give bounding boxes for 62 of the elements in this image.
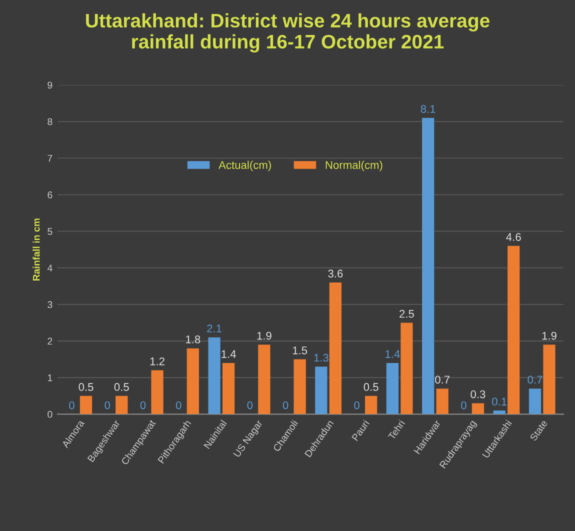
- bar: [386, 362, 399, 414]
- legend-label: Normal(cm): [326, 160, 382, 172]
- y-tick-label: 1: [48, 374, 52, 382]
- data-label: 0.7: [435, 376, 450, 384]
- data-label: 0: [69, 401, 74, 410]
- data-label: 0: [104, 401, 110, 410]
- y-tick-label: 5: [48, 228, 52, 235]
- y-tick-label: 3: [48, 301, 52, 308]
- chart-title: Uttarakhand: District wise 24 hours average rainfall during 16-17 October 2021: [86, 13, 490, 53]
- bar: [422, 118, 434, 414]
- y-axis-title: Rainfall in cm: [32, 218, 40, 281]
- data-label: 1.4: [222, 350, 236, 358]
- data-label: 0.5: [364, 383, 378, 391]
- data-label: 3.6: [328, 270, 343, 278]
- data-label: 4.6: [506, 233, 521, 241]
- bar: [315, 366, 328, 414]
- y-tick-label: 4: [47, 264, 52, 272]
- data-label: 0.5: [78, 383, 94, 391]
- bar: [222, 362, 235, 414]
- legend-label: Actual(cm): [218, 160, 271, 172]
- bar: [80, 396, 92, 414]
- bar: [400, 322, 413, 414]
- data-label: 0: [176, 401, 182, 410]
- data-label: 0.7: [528, 376, 542, 384]
- data-label: 8.1: [420, 105, 436, 113]
- y-tick-label: 6: [48, 191, 52, 198]
- data-label: 2.1: [207, 324, 222, 332]
- data-label: 1.9: [257, 332, 272, 340]
- bar: [472, 403, 484, 414]
- data-label: 1.9: [542, 332, 556, 340]
- bar: [329, 282, 342, 414]
- y-tick-label: 0: [48, 410, 52, 418]
- bar: [543, 344, 556, 414]
- bar: [151, 370, 164, 414]
- bar: [116, 396, 128, 414]
- bar: [258, 344, 270, 414]
- bar: [508, 246, 520, 414]
- data-label: 0: [140, 401, 146, 410]
- data-label: 1.2: [150, 357, 164, 366]
- data-label: 1.3: [314, 354, 328, 362]
- data-label: 1.4: [386, 350, 400, 358]
- bar: [493, 410, 506, 414]
- y-tick-label: 2: [48, 338, 52, 345]
- data-label: 0: [247, 401, 253, 410]
- bar: [365, 396, 378, 414]
- data-label: 0: [282, 401, 288, 410]
- bar: [436, 388, 448, 414]
- data-label: 0.5: [114, 383, 129, 391]
- data-label: 0: [461, 401, 466, 410]
- data-label: 0: [354, 401, 360, 410]
- data-label: 1.8: [186, 335, 200, 344]
- data-label: 0.1: [492, 398, 507, 406]
- data-label: 0.3: [470, 390, 486, 398]
- data-label: 1.5: [292, 346, 308, 354]
- data-label: 2.5: [400, 310, 414, 318]
- y-tick-label: 9: [48, 82, 52, 89]
- bar: [294, 359, 306, 414]
- y-tick-label: 7: [48, 154, 52, 162]
- bar: [186, 348, 199, 414]
- bar: [208, 337, 220, 414]
- y-tick-label: 8: [48, 118, 52, 126]
- bar: [528, 388, 542, 414]
